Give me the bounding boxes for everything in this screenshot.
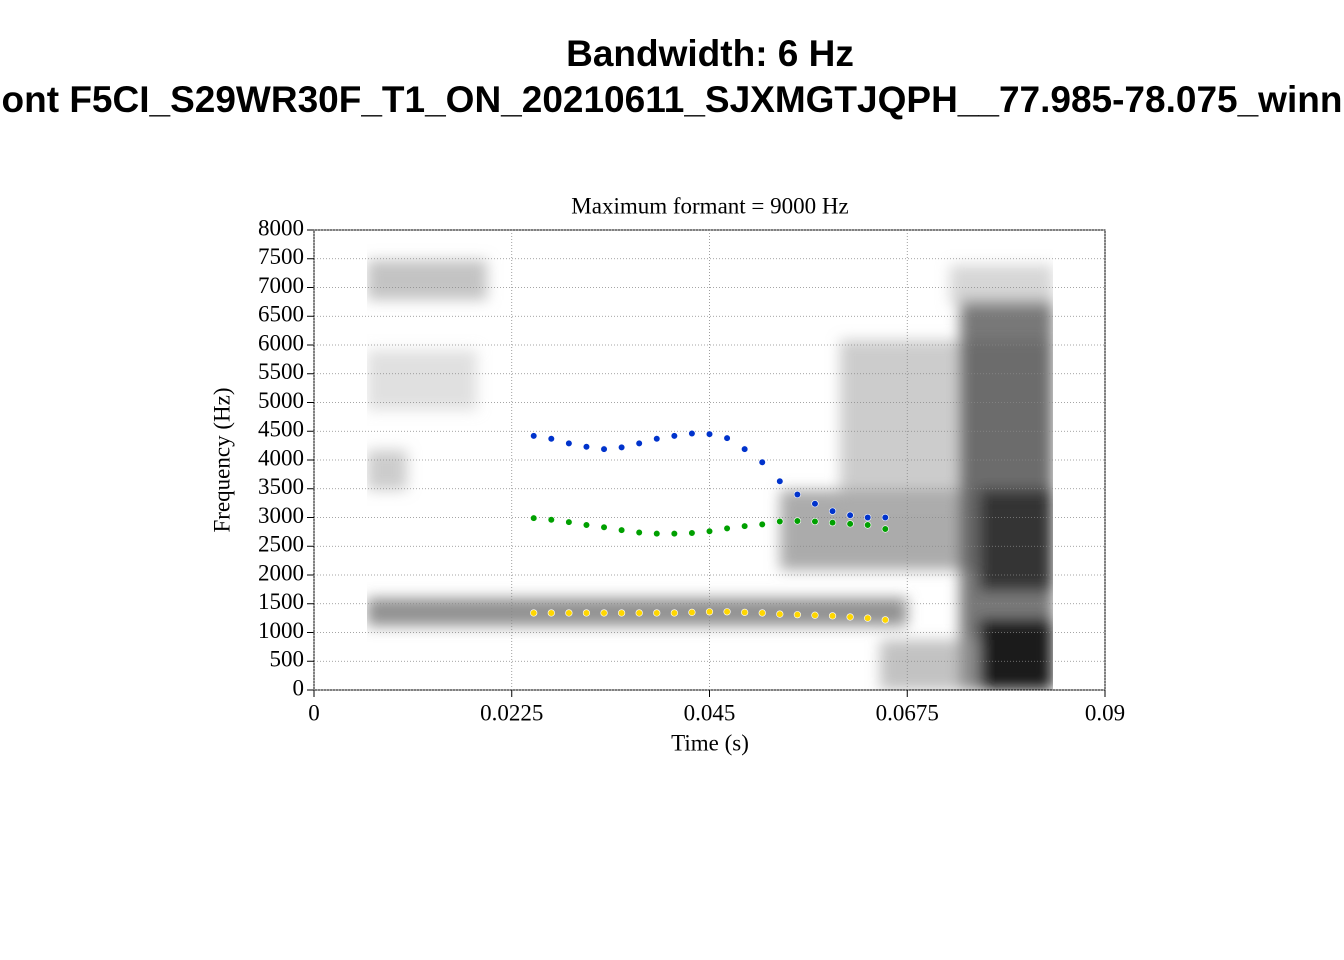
formant-point xyxy=(688,608,696,616)
x-tick-label: 0 xyxy=(308,700,320,725)
formant-point xyxy=(705,527,714,535)
formant-point xyxy=(776,517,784,526)
formant-point xyxy=(688,529,696,537)
formant-point xyxy=(864,614,872,622)
y-tick-label: 8000 xyxy=(258,215,304,240)
formant-point xyxy=(828,612,837,620)
x-tick-label: 0.09 xyxy=(1085,700,1125,725)
formant-point xyxy=(741,445,749,453)
formant-point xyxy=(582,609,591,617)
formant-point xyxy=(565,609,573,617)
formant-point xyxy=(635,609,643,617)
formant-point xyxy=(741,608,749,616)
y-tick-label: 1000 xyxy=(258,618,304,643)
chart-subtitle: ont F5CI_S29WR30F_T1_ON_20210611_SJXMGTJ… xyxy=(2,79,1343,120)
formant-point xyxy=(723,608,731,616)
x-tick-label: 0.0675 xyxy=(876,700,939,725)
y-tick-label: 3000 xyxy=(258,503,304,528)
formant-point xyxy=(582,443,591,451)
formant-point xyxy=(653,435,661,443)
formant-point xyxy=(635,439,643,447)
formant-point xyxy=(670,529,678,538)
formant-point xyxy=(881,525,889,533)
x-tick-label: 0.045 xyxy=(684,700,736,725)
formant-point xyxy=(653,609,661,617)
y-tick-label: 500 xyxy=(270,647,305,672)
y-tick-label: 2000 xyxy=(258,560,304,585)
formant-point xyxy=(618,609,626,617)
formant-point xyxy=(811,500,819,508)
y-tick-label: 7500 xyxy=(258,244,304,269)
formant-point xyxy=(846,520,854,528)
y-tick-label: 3500 xyxy=(258,474,304,499)
x-axis-label: Time (s) xyxy=(671,730,749,755)
formant-point xyxy=(565,518,573,526)
formant-point xyxy=(582,521,591,529)
plot-title: Maximum formant = 9000 Hz xyxy=(571,193,848,218)
formant-point xyxy=(758,520,766,529)
formant-point xyxy=(565,439,573,447)
formant-point xyxy=(758,458,766,466)
formant-point xyxy=(670,432,678,440)
y-tick-label: 6000 xyxy=(258,330,304,355)
spectrogram xyxy=(367,260,1053,690)
formant-point xyxy=(793,517,801,525)
y-tick-label: 4500 xyxy=(258,417,304,442)
formant-point xyxy=(547,435,555,443)
chart-title: Bandwidth: 6 Hz xyxy=(566,33,854,74)
y-tick-label: 5500 xyxy=(258,359,304,384)
formant-point xyxy=(547,516,555,524)
y-tick-label: 6500 xyxy=(258,302,304,327)
formant-point xyxy=(635,528,643,537)
formant-point xyxy=(828,507,837,515)
formant-point xyxy=(688,429,696,438)
formant-point xyxy=(758,609,766,617)
formant-point xyxy=(723,434,731,442)
formant-point xyxy=(793,611,801,619)
formant-point xyxy=(864,513,872,522)
y-tick-label: 5000 xyxy=(258,388,304,413)
y-tick-label: 0 xyxy=(293,675,305,700)
formant-point xyxy=(547,609,555,617)
formant-point xyxy=(600,445,608,453)
formant-point xyxy=(881,616,889,624)
formant-point xyxy=(881,513,889,522)
formant-point xyxy=(793,490,801,499)
formant-point xyxy=(723,524,731,533)
formant-point xyxy=(846,511,854,519)
formant-point xyxy=(705,430,714,438)
formant-point xyxy=(846,613,854,621)
formant-point xyxy=(828,519,837,527)
formant-point xyxy=(741,522,749,530)
y-tick-label: 1500 xyxy=(258,589,304,614)
formant-point xyxy=(618,443,626,451)
formant-point xyxy=(653,529,661,538)
formant-point xyxy=(705,608,714,616)
formant-point xyxy=(530,514,538,522)
formant-point xyxy=(600,523,608,531)
formant-point xyxy=(530,609,538,617)
y-tick-label: 2500 xyxy=(258,532,304,557)
formant-point xyxy=(670,609,678,617)
formant-point xyxy=(864,521,872,529)
y-tick-label: 4000 xyxy=(258,445,304,470)
formant-point xyxy=(811,517,819,526)
formant-point xyxy=(530,432,538,440)
formant-point xyxy=(600,609,608,617)
y-tick-label: 7000 xyxy=(258,273,304,298)
formant-point xyxy=(811,611,819,619)
formant-point xyxy=(776,610,784,618)
formant-point xyxy=(776,477,784,485)
y-axis-label: Frequency (Hz) xyxy=(209,388,234,533)
formant-point xyxy=(618,526,626,534)
x-tick-label: 0.0225 xyxy=(480,700,543,725)
